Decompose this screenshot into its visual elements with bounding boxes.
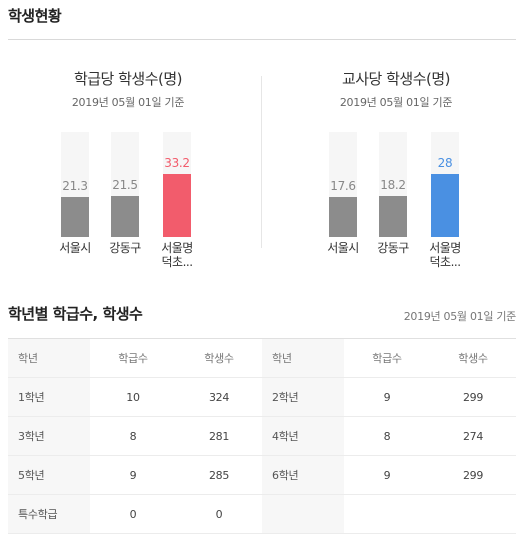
bar-category-line: 서울명: [161, 241, 193, 255]
bar-column: 28 서울명 덕초...: [429, 132, 461, 302]
bar: [431, 174, 459, 237]
chart-title: 학급당 학생수(명): [73, 70, 183, 88]
bar-column: 18.2 강동구: [377, 132, 409, 302]
table-cell: 274: [430, 416, 516, 456]
grade-table: 학년 학급수 학생수 학년 학급수 학생수 1학년 10 324 2학년 9 299 3학년 8 281 4학…: [8, 338, 516, 534]
bar-track: 33.2: [163, 132, 191, 237]
bar-track: 17.6: [329, 132, 357, 237]
table-row: 특수학급 0 0: [8, 494, 516, 534]
bar-value-label: 21.5: [112, 178, 138, 192]
grade-section-title: 학년별 학급수, 학생수: [8, 305, 143, 323]
bar-category-line: 덕초...: [161, 255, 193, 269]
chart-divider: [261, 76, 262, 248]
bar: [61, 197, 89, 237]
bar-category-label: 강동구: [364, 241, 422, 255]
table-cell: 299: [430, 455, 516, 495]
table-cell: 0: [90, 494, 176, 534]
bar-category-label: 서울명 덕초...: [148, 241, 206, 269]
bar-column: 21.3 서울시: [59, 132, 91, 302]
bar-column: 21.5 강동구: [109, 132, 141, 302]
section-title: 학생현황: [8, 7, 62, 25]
table-header-cell: 학년: [262, 338, 344, 378]
table-cell: 4학년: [262, 416, 344, 456]
bar-track: 28: [431, 132, 459, 237]
divider: [8, 39, 516, 40]
table-cell: 8: [344, 416, 430, 456]
bar-track: 21.5: [111, 132, 139, 237]
bar-category-line: 서울시: [59, 241, 91, 255]
chart-class-size: 학급당 학생수(명) 2019년 05월 01일 기준 21.3 서울시 21.5 강…: [8, 66, 248, 281]
table-header-cell: 학생수: [176, 338, 262, 378]
table-header-cell: 학생수: [430, 338, 516, 378]
bar-category-line: 서울시: [327, 241, 359, 255]
table-row: 3학년 8 281 4학년 8 274: [8, 416, 516, 456]
table-cell: [344, 494, 430, 534]
table-cell: [262, 494, 344, 534]
bar-category-label: 서울시: [46, 241, 104, 255]
chart-date: 2019년 05월 01일 기준: [71, 96, 185, 109]
bar-track: 21.3: [61, 132, 89, 237]
table-cell: 2학년: [262, 377, 344, 417]
bar-category-line: 덕초...: [429, 255, 461, 269]
table-header-cell: 학급수: [90, 338, 176, 378]
chart-title: 교사당 학생수(명): [341, 70, 451, 88]
bar: [111, 196, 139, 237]
table-cell: 9: [344, 455, 430, 495]
table-cell: 특수학급: [8, 494, 90, 534]
table-row: 1학년 10 324 2학년 9 299: [8, 377, 516, 417]
bar-value-label: 21.3: [62, 179, 88, 193]
table-cell: 10: [90, 377, 176, 417]
table-cell: 5학년: [8, 455, 90, 495]
bar: [163, 174, 191, 237]
bar-track: 18.2: [379, 132, 407, 237]
chart-teacher-ratio: 교사당 학생수(명) 2019년 05월 01일 기준 17.6 서울시 18.2 강…: [276, 66, 516, 281]
bar: [379, 196, 407, 237]
bar-category-line: 서울명: [429, 241, 461, 255]
table-cell: 0: [176, 494, 262, 534]
table-cell: 6학년: [262, 455, 344, 495]
bar-category-line: 강동구: [377, 241, 409, 255]
bar-column: 17.6 서울시: [327, 132, 359, 302]
table-cell: 285: [176, 455, 262, 495]
bar-category-line: 강동구: [109, 241, 141, 255]
table-cell: 1학년: [8, 377, 90, 417]
table-cell: 9: [344, 377, 430, 417]
bar-category-label: 강동구: [96, 241, 154, 255]
bar-column: 33.2 서울명 덕초...: [161, 132, 193, 302]
table-cell: 9: [90, 455, 176, 495]
table-cell: [430, 494, 516, 534]
table-header-cell: 학년: [8, 338, 90, 378]
table-cell: 3학년: [8, 416, 90, 456]
bar-category-label: 서울시: [314, 241, 372, 255]
table-header-cell: 학급수: [344, 338, 430, 378]
bar-value-label: 28: [437, 156, 453, 170]
bar-value-label: 33.2: [164, 156, 190, 170]
table-row: 5학년 9 285 6학년 9 299: [8, 455, 516, 495]
table-header-row: 학년 학급수 학생수 학년 학급수 학생수: [8, 338, 516, 378]
bar-value-label: 17.6: [330, 179, 356, 193]
bar-value-label: 18.2: [380, 178, 406, 192]
table-cell: 281: [176, 416, 262, 456]
table-cell: 299: [430, 377, 516, 417]
bar-category-label: 서울명 덕초...: [416, 241, 474, 269]
table-cell: 8: [90, 416, 176, 456]
grade-section-date: 2019년 05월 01일 기준: [403, 310, 517, 323]
table-cell: 324: [176, 377, 262, 417]
chart-date: 2019년 05월 01일 기준: [339, 96, 453, 109]
bar: [329, 197, 357, 237]
